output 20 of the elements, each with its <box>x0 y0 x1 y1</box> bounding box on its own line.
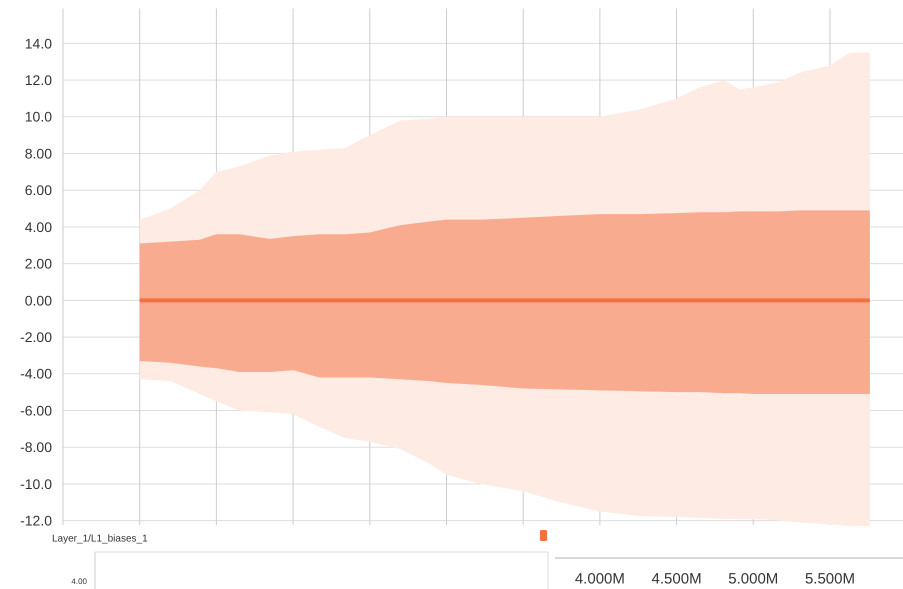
y-tick-label: 4.00 <box>24 218 52 235</box>
y-tick-label: 2.00 <box>24 256 52 272</box>
y-tick-label: 10.0 <box>24 108 52 125</box>
y-tick-label: 14.0 <box>24 35 52 52</box>
y-tick-label: 12.0 <box>24 72 52 88</box>
y-tick-label: 0.00 <box>24 292 52 308</box>
y-tick-label: -4.00 <box>20 366 52 382</box>
y-tick-label: -8.00 <box>20 439 52 456</box>
y-tick-label: -10.0 <box>20 476 52 492</box>
y-tick-label: -6.00 <box>20 402 52 418</box>
x-tick-label: 4.000M <box>574 570 625 588</box>
y-tick-label: 8.00 <box>24 145 52 162</box>
y-tick-label: 6.00 <box>24 182 52 198</box>
x-tick-label: 5.500M <box>804 570 855 588</box>
x-tick-label: 4.500M <box>652 570 702 588</box>
x-tick-label: 5.000M <box>728 570 778 588</box>
y-tick-label: -2.00 <box>20 328 52 345</box>
text: 4.00 <box>71 576 88 586</box>
text: Layer_1/L1_biases_1 <box>52 534 148 544</box>
y-tick-label: -12.0 <box>20 512 52 529</box>
